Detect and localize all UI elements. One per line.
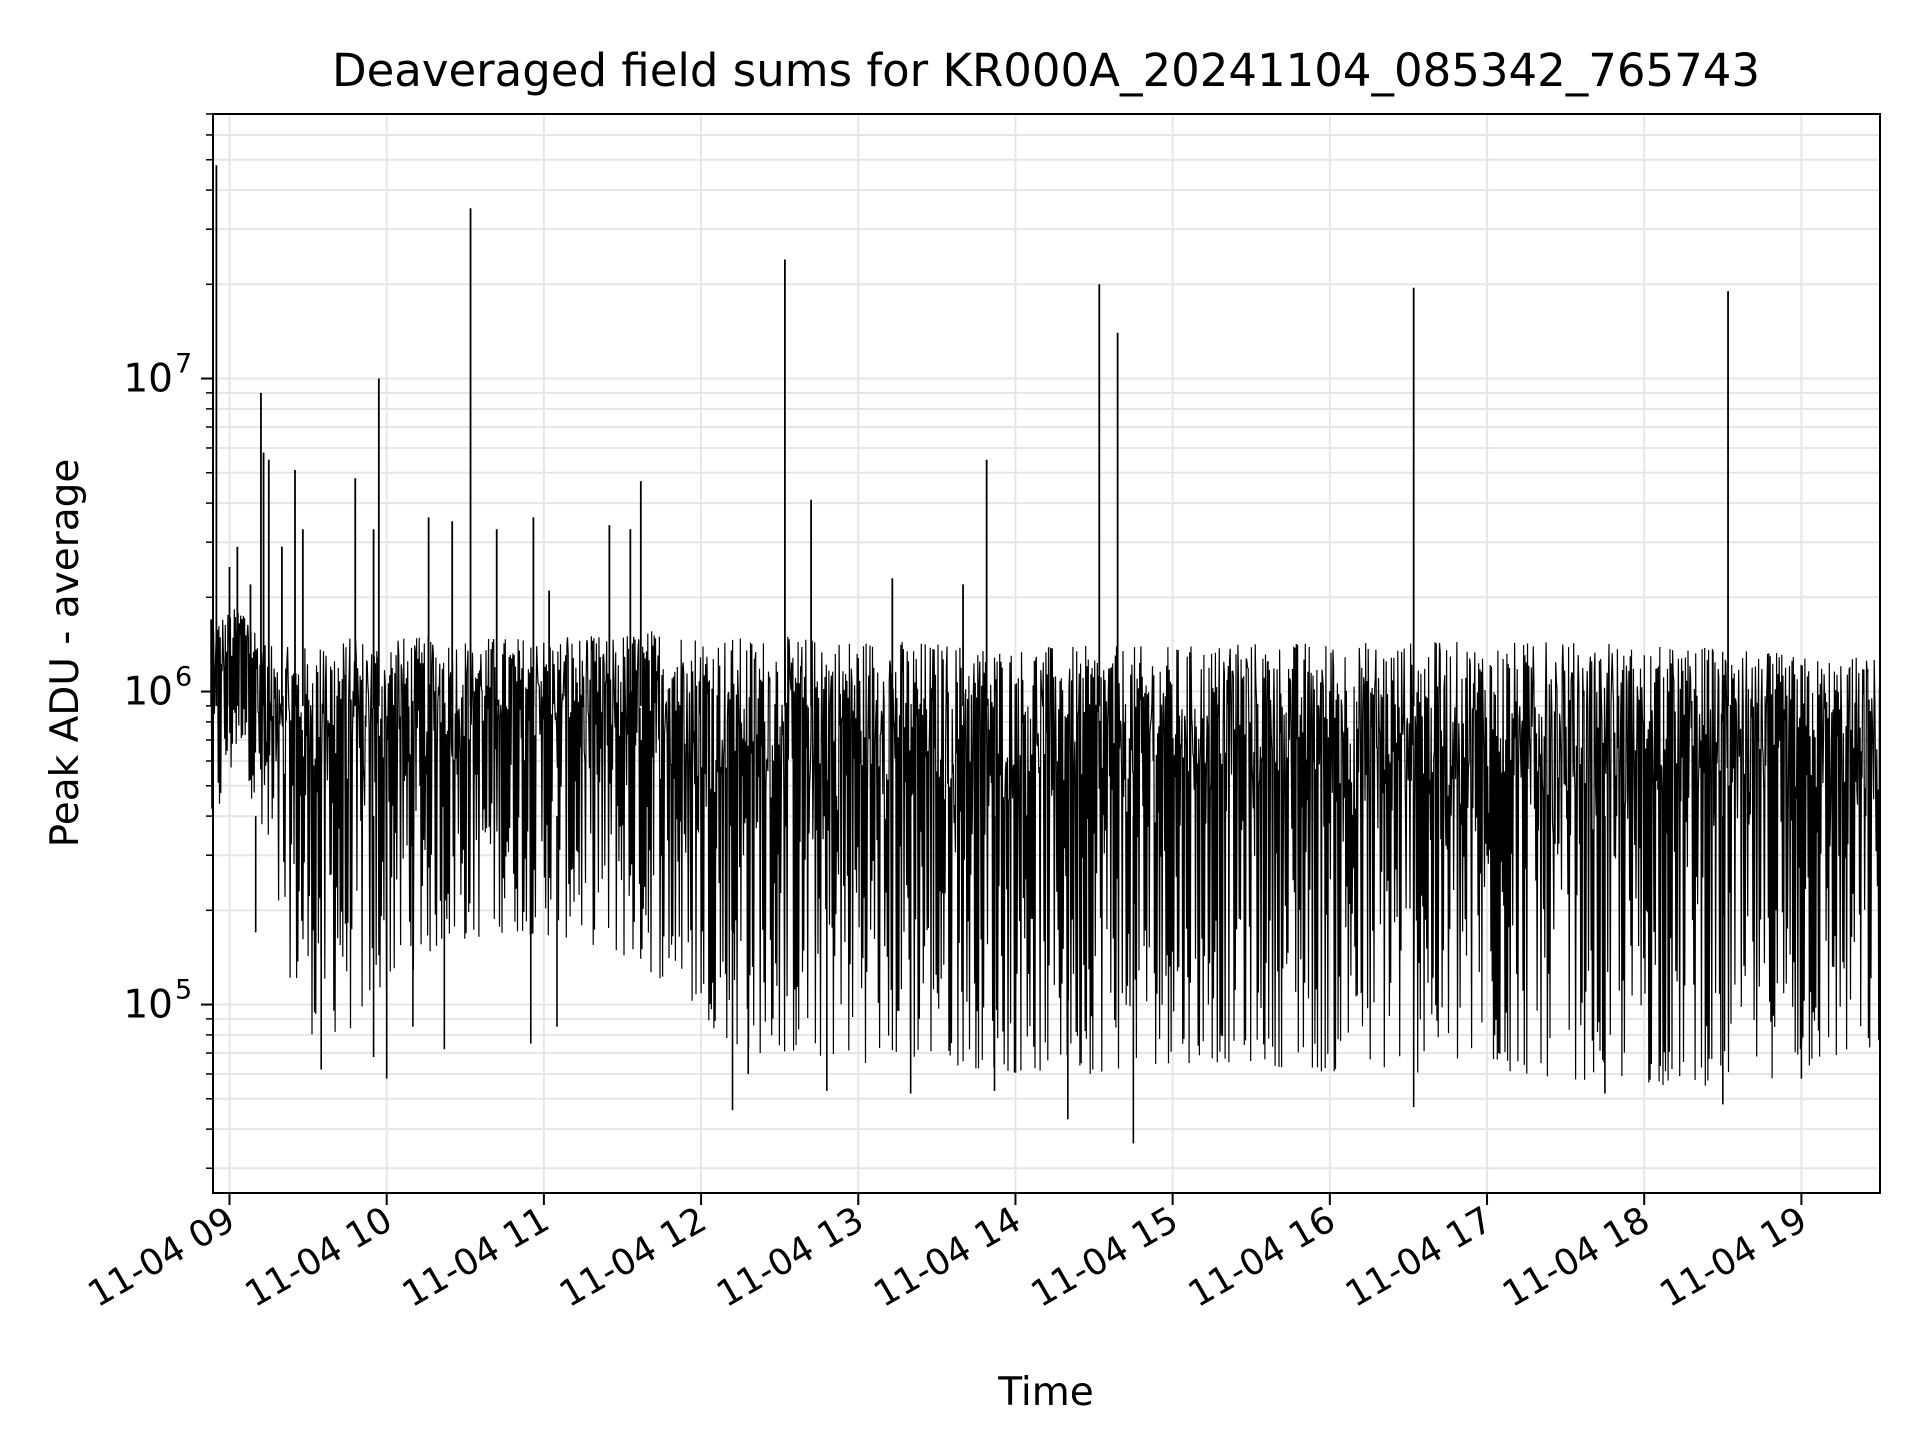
y-tick-exponent: 6: [175, 662, 192, 693]
y-tick-label: 10: [123, 357, 173, 402]
y-tick-label: 10: [123, 670, 173, 715]
y-tick-label: 10: [123, 983, 173, 1028]
chart-title: Deaveraged field sums for KR000A_2024110…: [332, 44, 1760, 97]
series-line: [210, 609, 1881, 1086]
y-tick-exponent: 5: [175, 975, 192, 1006]
x-axis-label: Time: [997, 1370, 1093, 1415]
plot-frame: [212, 113, 1881, 1194]
y-axis-label: Peak ADU - average: [43, 459, 88, 848]
y-tick-exponent: 7: [175, 349, 192, 380]
series-layer: [210, 165, 1881, 1144]
